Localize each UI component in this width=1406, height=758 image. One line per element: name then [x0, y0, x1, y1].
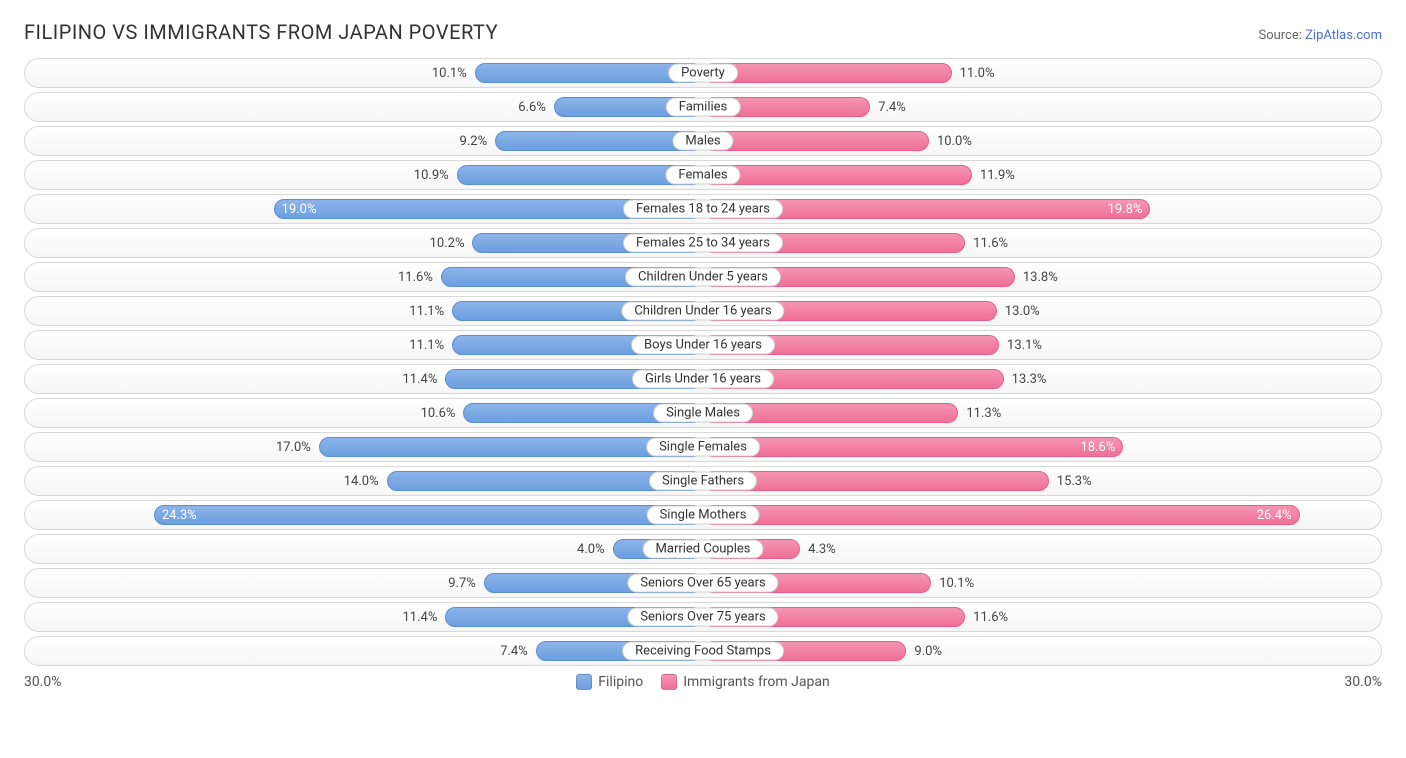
value-label-right: 11.6% — [965, 229, 1016, 257]
chart-title: FILIPINO VS IMMIGRANTS FROM JAPAN POVERT… — [24, 20, 498, 44]
value-label-left: 9.2% — [452, 127, 496, 155]
value-label-left: 6.6% — [510, 93, 554, 121]
chart-row: 17.0% 18.6%Single Females — [24, 432, 1382, 462]
value-label-left: 10.9% — [406, 161, 457, 189]
value-label-right: 26.4% — [703, 501, 1300, 529]
legend-item-right: Immigrants from Japan — [661, 674, 829, 690]
value-label-right: 9.0% — [906, 637, 950, 665]
value-label-left: 17.0% — [268, 433, 319, 461]
legend-swatch-left — [576, 674, 592, 690]
source-link[interactable]: ZipAtlas.com — [1305, 28, 1382, 43]
source-prefix: Source: — [1258, 28, 1305, 43]
category-label: Boys Under 16 years — [631, 336, 775, 355]
value-label-right: 11.3% — [958, 399, 1009, 427]
value-label-left: 11.4% — [395, 365, 446, 393]
chart-row: 11.1% 13.0% Children Under 16 years — [24, 296, 1382, 326]
value-label-right: 13.1% — [999, 331, 1050, 359]
chart-row: 11.1% 13.1% Boys Under 16 years — [24, 330, 1382, 360]
value-label-left: 11.6% — [390, 263, 441, 291]
legend-swatch-right — [661, 674, 677, 690]
category-label: Children Under 5 years — [625, 268, 781, 287]
value-label-right: 18.6% — [703, 433, 1123, 461]
legend-item-left: Filipino — [576, 674, 643, 690]
value-label-right: 10.1% — [931, 569, 982, 597]
diverging-bar-chart: 10.1% 11.0% Poverty 6.6% 7.4% Families 9.2% 10.… — [24, 58, 1382, 666]
value-label-left: 11.4% — [395, 603, 446, 631]
category-label: Families — [666, 98, 741, 117]
value-label-right: 11.6% — [965, 603, 1016, 631]
category-label: Females 25 to 34 years — [623, 234, 783, 253]
category-label: Females 18 to 24 years — [623, 200, 783, 219]
category-label: Receiving Food Stamps — [622, 642, 784, 661]
value-label-left: 24.3% — [154, 501, 703, 529]
category-label: Children Under 16 years — [621, 302, 784, 321]
chart-row: 4.0% 4.3% Married Couples — [24, 534, 1382, 564]
category-label: Poverty — [668, 64, 738, 83]
value-label-right: 11.0% — [952, 59, 1003, 87]
value-label-right: 11.9% — [972, 161, 1023, 189]
chart-row: 11.4% 13.3% Girls Under 16 years — [24, 364, 1382, 394]
chart-row: 9.2% 10.0% Males — [24, 126, 1382, 156]
bar-right — [703, 63, 952, 83]
chart-row: 14.0% 15.3% Single Fathers — [24, 466, 1382, 496]
chart-row: 19.0%19.8%Females 18 to 24 years — [24, 194, 1382, 224]
legend-label-right: Immigrants from Japan — [683, 674, 829, 690]
chart-row: 10.2% 11.6% Females 25 to 34 years — [24, 228, 1382, 258]
chart-row: 10.9% 11.9% Females — [24, 160, 1382, 190]
value-label-left: 10.1% — [424, 59, 475, 87]
category-label: Seniors Over 65 years — [627, 574, 778, 593]
value-label-right: 4.3% — [800, 535, 844, 563]
value-label-left: 11.1% — [401, 297, 452, 325]
category-label: Married Couples — [643, 540, 764, 559]
axis-max-left: 30.0% — [24, 674, 62, 690]
chart-footer: 30.0% Filipino Immigrants from Japan 30.… — [24, 674, 1382, 690]
value-label-left: 7.4% — [492, 637, 536, 665]
value-label-right: 15.3% — [1049, 467, 1100, 495]
chart-row: 11.6% 13.8% Children Under 5 years — [24, 262, 1382, 292]
value-label-left: 9.7% — [440, 569, 484, 597]
value-label-left: 11.1% — [401, 331, 452, 359]
value-label-right: 13.0% — [997, 297, 1048, 325]
chart-row: 10.1% 11.0% Poverty — [24, 58, 1382, 88]
chart-row: 9.7% 10.1% Seniors Over 65 years — [24, 568, 1382, 598]
category-label: Single Fathers — [649, 472, 757, 491]
chart-header: FILIPINO VS IMMIGRANTS FROM JAPAN POVERT… — [24, 20, 1382, 44]
category-label: Males — [672, 132, 733, 151]
category-label: Single Mothers — [647, 506, 760, 525]
category-label: Girls Under 16 years — [632, 370, 774, 389]
value-label-right: 7.4% — [870, 93, 914, 121]
category-label: Single Females — [646, 438, 760, 457]
category-label: Seniors Over 75 years — [627, 608, 778, 627]
value-label-right: 13.3% — [1004, 365, 1055, 393]
chart-row: 10.6% 11.3% Single Males — [24, 398, 1382, 428]
chart-row: 6.6% 7.4% Families — [24, 92, 1382, 122]
value-label-right: 10.0% — [929, 127, 980, 155]
value-label-left: 4.0% — [569, 535, 613, 563]
category-label: Females — [665, 166, 740, 185]
legend: Filipino Immigrants from Japan — [576, 674, 829, 690]
chart-source: Source: ZipAtlas.com — [1258, 28, 1382, 43]
value-label-right: 13.8% — [1015, 263, 1066, 291]
bar-right — [703, 131, 929, 151]
value-label-left: 10.2% — [422, 229, 473, 257]
chart-row: 24.3%26.4%Single Mothers — [24, 500, 1382, 530]
bar-right — [703, 165, 972, 185]
chart-row: 11.4% 11.6% Seniors Over 75 years — [24, 602, 1382, 632]
axis-max-right: 30.0% — [1344, 674, 1382, 690]
category-label: Single Males — [653, 404, 753, 423]
legend-label-left: Filipino — [598, 674, 643, 690]
chart-row: 7.4% 9.0% Receiving Food Stamps — [24, 636, 1382, 666]
value-label-left: 10.6% — [413, 399, 464, 427]
value-label-left: 14.0% — [336, 467, 387, 495]
